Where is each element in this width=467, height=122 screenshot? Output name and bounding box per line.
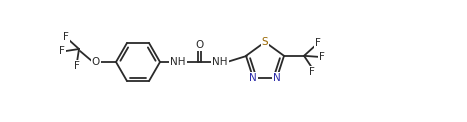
Text: F: F bbox=[59, 46, 65, 56]
Text: F: F bbox=[315, 38, 321, 48]
Text: N: N bbox=[249, 73, 257, 83]
Text: NH: NH bbox=[212, 57, 228, 67]
Text: F: F bbox=[309, 67, 315, 77]
Text: F: F bbox=[63, 32, 69, 42]
Text: NH: NH bbox=[170, 57, 186, 67]
Text: F: F bbox=[319, 52, 325, 62]
Text: F: F bbox=[74, 61, 80, 71]
Text: O: O bbox=[195, 40, 203, 50]
Text: N: N bbox=[273, 73, 281, 83]
Text: O: O bbox=[92, 57, 100, 67]
Text: S: S bbox=[262, 37, 269, 47]
